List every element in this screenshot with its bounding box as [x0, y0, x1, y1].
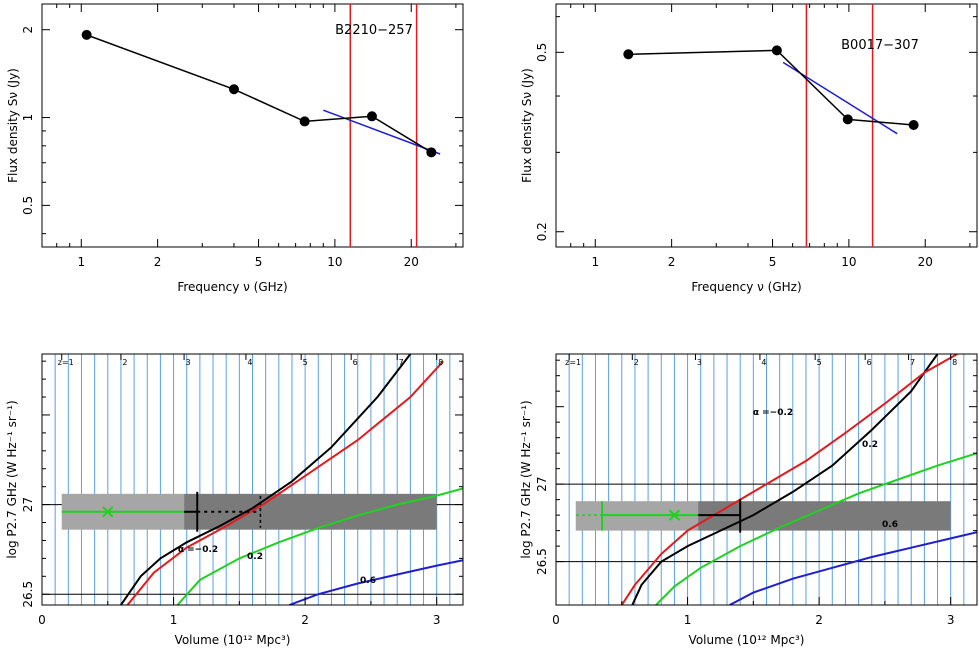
x-tick-label: 2: [154, 255, 162, 269]
curve-label-green: 0.2: [247, 552, 263, 562]
green-cross: [102, 506, 114, 518]
z-tick-label: z=1: [58, 358, 74, 367]
z-tick-label: 6: [867, 358, 872, 367]
z-tick-label: 2: [122, 358, 127, 367]
x-tick-label: 3: [433, 613, 441, 627]
y-tick-label: 0.5: [535, 43, 549, 62]
x-tick-label: 1: [170, 613, 178, 627]
data-point: [771, 45, 782, 56]
plot-frame: [555, 3, 978, 248]
z-tick-label: 7: [399, 358, 404, 367]
green-cross: [668, 509, 681, 521]
y-tick-label: 0.2: [535, 222, 549, 241]
z-tick-label: 8: [952, 358, 957, 367]
curve-label-red: α =−0.2: [178, 545, 218, 555]
data-point: [426, 147, 437, 158]
plot-area: [556, 354, 977, 605]
x-tick-label: 2: [668, 255, 676, 269]
curve-label-blue: 0.6: [882, 520, 898, 530]
x-tick-label: 3: [947, 613, 955, 627]
y-axis-label: Flux density Sν (Jy): [6, 68, 20, 183]
curve-red: [620, 354, 958, 605]
plot-area: [42, 354, 463, 605]
plot-frame: [555, 353, 978, 606]
spectrum-panel-1: 1 2 5 10 20 0.5 1 2 Frequency ν (GHz) Flux densit…: [6, 3, 464, 294]
curve-blue: [729, 531, 977, 605]
curve-black: [120, 354, 412, 605]
x-axis-label: Frequency ν (GHz): [177, 280, 287, 294]
z-tick-label: 3: [186, 358, 191, 367]
y-tick-label: 1: [21, 114, 35, 122]
x-tick-label: 1: [684, 613, 692, 627]
data-point: [366, 111, 377, 122]
data-point: [299, 116, 310, 127]
data-point: [623, 49, 634, 60]
volume-panel-2: α =−0.2 0.2 0.6 z=1 2 3 4 5 6 7 8 0 1 2 3 26.5 27 Volume …: [519, 353, 978, 647]
y-axis-label: log P2.7 GHz (W Hz⁻¹ sr⁻¹): [5, 400, 19, 558]
curve-label-red: α =−0.2: [753, 408, 793, 418]
source-label: B0017−307: [841, 38, 919, 53]
z-tick-label: z=1: [565, 358, 581, 367]
z-tick-label: 3: [697, 358, 702, 367]
x-tick-label: 0: [38, 613, 46, 627]
data-point: [842, 114, 853, 125]
y-tick-label: 26.5: [535, 548, 549, 575]
curve-blue: [288, 559, 463, 605]
z-tick-label: 6: [353, 358, 358, 367]
y-tick-label: 0.5: [21, 196, 35, 215]
x-tick-label: 1: [591, 255, 599, 269]
x-tick-label: 20: [918, 255, 933, 269]
x-tick-label: 5: [255, 255, 263, 269]
x-tick-label: 10: [327, 255, 342, 269]
z-tick-label: 4: [761, 358, 766, 367]
curve-red: [126, 360, 445, 605]
z-tick-label: 7: [910, 358, 915, 367]
y-tick-label: 2: [21, 26, 35, 34]
y-tick-label: 27: [535, 477, 549, 492]
z-tick-label: 8: [438, 358, 443, 367]
x-axis-label: Frequency ν (GHz): [691, 280, 801, 294]
plot-frame: [41, 353, 464, 606]
y-axis-label: log P2.7 GHz (W Hz⁻¹ sr⁻¹): [519, 400, 533, 558]
curve-black: [631, 354, 939, 605]
x-tick-label: 1: [77, 255, 85, 269]
volume-panel-1: α =−0.2 0.2 0.6 z=1 2 3 4 5 6 7 8 0 1 2 3 26.5 27 Volume …: [5, 353, 464, 647]
data-point: [908, 119, 919, 130]
z-tick-label: 2: [634, 358, 639, 367]
y-tick-label: 26.5: [21, 581, 35, 608]
x-tick-label: 0: [552, 613, 560, 627]
x-tick-label: 2: [815, 613, 823, 627]
y-axis-label: Flux density Sν (Jy): [520, 68, 534, 183]
spectrum-line: [628, 49, 914, 126]
y-tick-label: 27: [21, 497, 35, 512]
plot-frame: [41, 3, 464, 248]
x-tick-label: 10: [841, 255, 856, 269]
spectrum-panel-2: 1 2 5 10 20 0.2 0.5 Frequency ν (GHz) Flux densi…: [520, 3, 978, 294]
x-tick-label: 5: [769, 255, 777, 269]
z-tick-label: 5: [817, 358, 822, 367]
source-label: B2210−257: [335, 23, 413, 38]
x-axis-label: Volume (10¹² Mpc³): [175, 633, 291, 647]
spectrum-line: [86, 34, 432, 153]
data-point: [81, 29, 92, 40]
x-tick-label: 2: [301, 613, 309, 627]
data-point: [228, 84, 239, 95]
curve-label-green: 0.2: [862, 440, 878, 450]
curve-green: [655, 452, 977, 605]
curve-green: [176, 487, 463, 605]
curve-label-blue: 0.6: [360, 576, 376, 586]
x-axis-label: Volume (10¹² Mpc³): [689, 633, 805, 647]
x-tick-label: 20: [404, 255, 419, 269]
z-tick-label: 5: [303, 358, 308, 367]
z-tick-label: 4: [247, 358, 252, 367]
